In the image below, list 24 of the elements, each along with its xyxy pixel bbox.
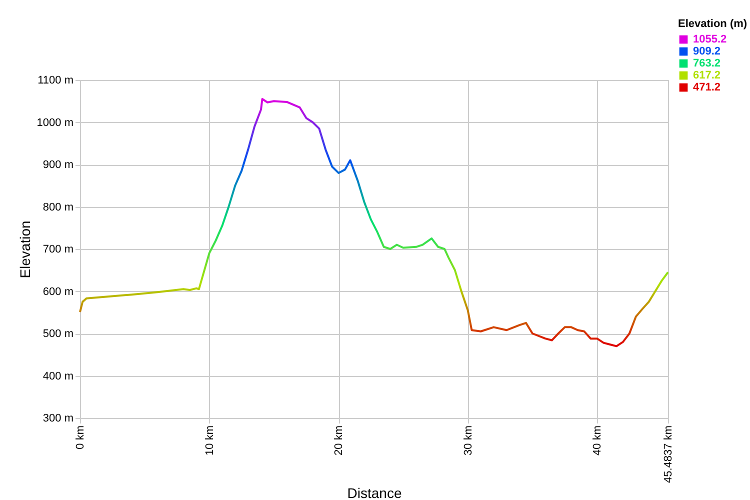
y-tick-label: 1000 m	[36, 116, 74, 129]
x-tick-label: 40 km	[592, 426, 604, 456]
color-bar-label: 471.2	[693, 82, 721, 94]
y-tick-label: 500 m	[42, 328, 74, 340]
y-tick-label: 700 m	[42, 244, 74, 256]
y-tick-label: 600 m	[42, 286, 74, 298]
x-axis-title: Distance	[347, 484, 402, 500]
legend-title: Elevation (m)	[678, 18, 748, 30]
x-tick-label: 20 km	[333, 426, 346, 456]
line-series	[79, 98, 669, 348]
color-bar-label: 1055.2	[693, 34, 727, 46]
y-tick-label: 800 m	[42, 201, 74, 214]
y-tick-label: 900 m	[42, 159, 74, 171]
y-tick-label: 400 m	[42, 370, 74, 382]
y-tick-label: 300 m	[42, 412, 74, 424]
color-bar-label: 617.2	[693, 70, 721, 82]
x-tick-label: 0 km	[74, 426, 86, 450]
x-tick-label: 10 km	[204, 426, 216, 456]
color-bar-label: 763.2	[693, 58, 721, 70]
y-tick-label: 1100 m	[38, 74, 74, 86]
y-axis-title: Elevation	[16, 220, 33, 278]
color-bar-label: 909.2	[693, 46, 721, 58]
x-tick-label: 45.4837 km	[662, 426, 674, 483]
x-tick-label: 30 km	[462, 426, 474, 456]
